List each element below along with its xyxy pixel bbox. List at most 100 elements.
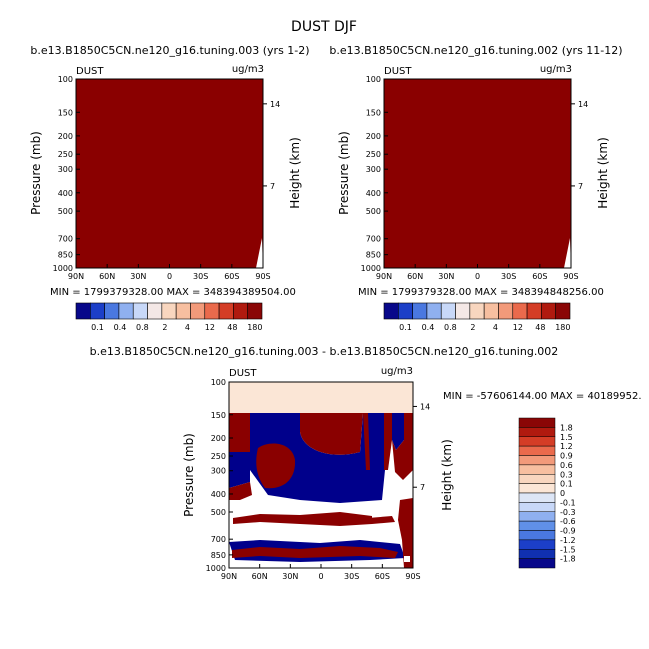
x-tick-label: 90N [221, 572, 237, 581]
x-tick-label: 90N [68, 272, 84, 281]
colorbar-swatch [104, 302, 120, 320]
panel-1: b.e13.B1850C5CN.ne120_g16.tuning.003 (yr… [29, 44, 310, 298]
panel-1-ylabel: Pressure (mb) [29, 131, 43, 215]
colorbar-swatch [455, 302, 471, 320]
colorbar-swatch [90, 302, 105, 320]
colorbar-swatch [412, 302, 428, 320]
colorbar-label: -0.9 [560, 527, 576, 536]
colorbar-label: 0.6 [560, 461, 573, 470]
colorbar-label: 48 [227, 323, 237, 332]
colorbar-swatch [555, 302, 571, 320]
colorbar-swatch [218, 302, 234, 320]
colorbar-swatch [518, 464, 556, 475]
panel-2: b.e13.B1850C5CN.ne120_g16.tuning.002 (yr… [329, 44, 622, 298]
y-tick-label: 850 [58, 251, 73, 260]
y-tick-label: 150 [211, 411, 226, 420]
x-tick-label: 60S [224, 272, 239, 281]
x-tick-label: 60S [375, 572, 390, 581]
panel-3-y-ticks: 100 150 200 250 300 400 500 700 850 1000 [206, 378, 233, 573]
colorbar-label: 0.8 [136, 323, 149, 332]
colorbar-swatch [518, 549, 556, 559]
x-tick-label: 60N [99, 272, 115, 281]
y-tick-label: 150 [58, 108, 73, 117]
colorbar-label: 0.1 [399, 323, 412, 332]
y-tick-label: 200 [366, 132, 381, 141]
y-tick-label: 700 [58, 235, 73, 244]
colorbar-swatch [233, 302, 248, 320]
figure-title: DUST DJF [291, 19, 357, 35]
y-tick-label: 300 [366, 165, 381, 174]
panel-3-positive-region [256, 443, 296, 489]
colorbar-swatch [518, 445, 556, 456]
panel-1-y2-ticks: 14 7 [263, 100, 280, 191]
panel-1-right-label: ug/m3 [232, 64, 264, 75]
panel-3-positive-region [384, 413, 392, 470]
colorbar-swatch [518, 502, 556, 512]
y-tick-label: 500 [211, 508, 226, 517]
colorbar-label: 12 [205, 323, 215, 332]
colorbar-label: -0.1 [560, 498, 576, 507]
y-tick-label: 250 [211, 452, 226, 461]
colorbar-swatch [518, 511, 556, 522]
colorbar-panel-1: 0.1 0.4 0.8 2 4 12 48 180 [75, 302, 262, 332]
colorbar-swatch [526, 302, 542, 320]
panel-3-ylabel: Pressure (mb) [182, 433, 196, 517]
panel-1-stats: MIN = 1799379328.00 MAX = 348394389504.0… [50, 287, 296, 298]
y-tick-label: 150 [366, 108, 381, 117]
panel-1-left-label: DUST [76, 66, 104, 77]
y-tick-label: 400 [211, 490, 226, 499]
panel-2-ylabel: Pressure (mb) [337, 131, 351, 215]
x-tick-label: 30N [130, 272, 146, 281]
x-tick-label: 60N [252, 572, 268, 581]
colorbar-label: 180 [247, 323, 262, 332]
colorbar-swatch [518, 417, 556, 428]
panel-1-y-ticks: 100 150 200 250 300 400 500 700 850 1000 [53, 75, 80, 273]
colorbar-label: 48 [535, 323, 545, 332]
y-tick-label: 500 [58, 207, 73, 216]
colorbar-swatch [161, 302, 177, 320]
panel-3-left-label: DUST [229, 368, 257, 379]
y2-tick-label: 14 [420, 402, 430, 411]
panel-1-title: b.e13.B1850C5CN.ne120_g16.tuning.003 (yr… [30, 44, 309, 57]
colorbar-label: 4 [493, 323, 498, 332]
panel-3-positive-region [363, 413, 370, 470]
x-tick-label: 30S [501, 272, 516, 281]
panel-2-right-label: ug/m3 [540, 64, 572, 75]
x-tick-label: 0 [318, 572, 323, 581]
colorbar-swatch [541, 302, 556, 320]
y-tick-label: 700 [211, 535, 226, 544]
panel-3-upper-band [229, 382, 413, 413]
panel-2-x-ticks: 90N 60N 30N 0 30S 60S 90S [376, 264, 579, 281]
panel-3-negative-region [392, 413, 404, 450]
x-tick-label: 90S [405, 572, 420, 581]
colorbar-swatch [518, 539, 556, 550]
panel-3-positive-region [392, 413, 413, 480]
colorbar-label: -1.8 [560, 555, 576, 564]
panel-3-field [229, 382, 413, 568]
colorbar-label: 0.4 [114, 323, 127, 332]
y-tick-label: 1000 [206, 564, 226, 573]
panel-3-positive-region [368, 516, 395, 524]
colorbar-label: -0.6 [560, 517, 576, 526]
colorbar-swatch [483, 302, 499, 320]
y-tick-label: 100 [58, 75, 73, 84]
colorbar-label: 4 [185, 323, 190, 332]
colorbar-difference: 1.81.51.20.90.60.30.10-0.1-0.3-0.6-0.9-1… [518, 417, 576, 569]
colorbar-label: 12 [513, 323, 523, 332]
panel-3-positive-region [300, 413, 363, 455]
y-tick-label: 100 [211, 378, 226, 387]
colorbar-swatch [398, 302, 413, 320]
panel-2-y-ticks: 100 150 200 250 300 400 500 700 850 1000 [361, 75, 388, 273]
colorbar-label: 1.2 [560, 442, 573, 451]
colorbar-label: -1.5 [560, 545, 576, 554]
x-tick-label: 90S [563, 272, 578, 281]
y2-tick-label: 7 [578, 182, 583, 191]
y2-tick-label: 7 [420, 483, 425, 492]
panel-3-positive-region [229, 413, 250, 452]
panel-2-field [384, 79, 571, 268]
y2-tick-label: 14 [270, 100, 280, 109]
x-tick-label: 0 [167, 272, 172, 281]
colorbar-label: 1.8 [560, 423, 573, 432]
y-tick-label: 1000 [53, 264, 73, 273]
panel-2-terrain-mask [522, 238, 571, 268]
